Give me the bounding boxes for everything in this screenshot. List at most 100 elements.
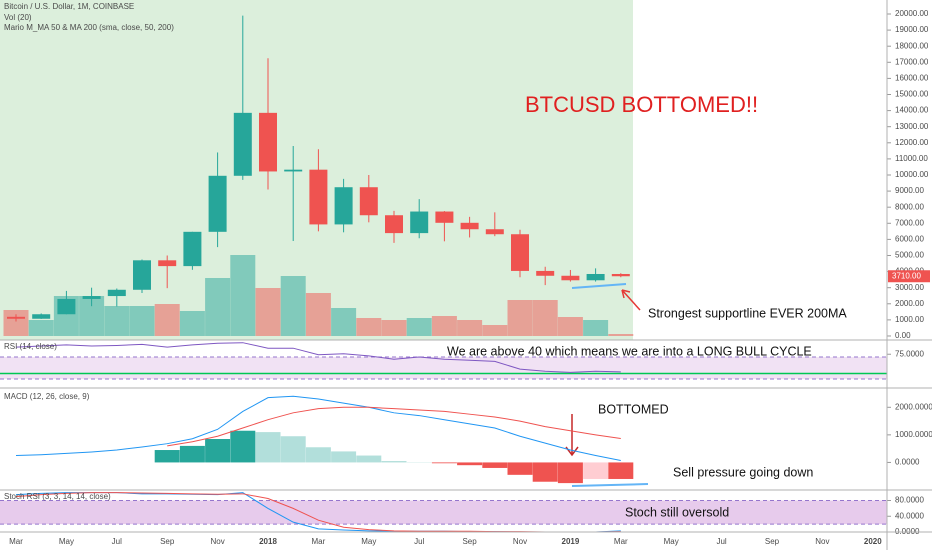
candle-body: [485, 229, 504, 235]
histogram-bar: [205, 439, 231, 463]
annotation: BTCUSD BOTTOMED!!: [525, 92, 758, 117]
annotation: BOTTOMED: [598, 402, 669, 416]
volume-bar: [431, 316, 457, 336]
pane-title: RSI (14, close): [4, 342, 57, 351]
candle-body: [611, 273, 630, 277]
volume-bar: [154, 304, 180, 336]
volume-bar: [104, 306, 130, 336]
candle-body: [410, 211, 429, 234]
volume-bar: [482, 325, 508, 336]
y-tick-label: 20000.00: [895, 9, 929, 18]
band: [0, 500, 887, 525]
band: [0, 356, 887, 379]
x-tick-label: Nov: [815, 537, 829, 546]
volume-bar: [583, 320, 609, 336]
y-tick-label: 14000.00: [895, 106, 929, 115]
candle-body: [133, 260, 151, 290]
annotation: Sell pressure going down: [673, 465, 813, 479]
y-tick-label: 1000.00: [895, 315, 924, 324]
volume-bar: [305, 293, 331, 336]
candle-body: [32, 314, 51, 319]
y-tick-label: 75.0000: [895, 349, 924, 358]
histogram-bar: [331, 451, 357, 463]
x-tick-label: Mar: [9, 537, 23, 546]
histogram-bar: [356, 455, 382, 463]
y-tick-label: 12000.00: [895, 138, 929, 147]
y-tick-label: 17000.00: [895, 57, 929, 66]
volume-bar: [457, 320, 483, 336]
pane-title: MACD (12, 26, close, 9): [4, 392, 90, 401]
x-tick-label: 2018: [259, 537, 277, 546]
pane-title: Stoch RSI (3, 3, 14, 14, close): [4, 492, 111, 501]
volume-bar: [205, 278, 231, 336]
y-tick-label: 3000.00: [895, 283, 924, 292]
x-tick-label: May: [361, 537, 376, 546]
y-tick-label: 16000.00: [895, 74, 929, 83]
volume-bar: [230, 255, 256, 336]
candle-body: [259, 112, 277, 172]
candle-body: [233, 112, 252, 176]
price-tag-label: 3710.00: [892, 271, 921, 280]
histogram-bar: [280, 436, 306, 463]
candle-body: [158, 260, 177, 267]
histogram-bar: [154, 450, 180, 463]
volume-bar: [381, 320, 407, 336]
volume-bar: [179, 311, 205, 336]
x-tick-label: May: [664, 537, 679, 546]
x-tick-label: Nov: [210, 537, 224, 546]
signal-line: [167, 406, 621, 447]
candle-body: [284, 169, 303, 172]
candle-body: [385, 215, 403, 234]
candle-body: [460, 222, 479, 230]
volume-bar: [28, 320, 54, 336]
y-tick-label: 19000.00: [895, 25, 929, 34]
volume-bar: [356, 318, 382, 336]
volume-bar: [3, 310, 29, 336]
y-tick-label: 8000.00: [895, 202, 924, 211]
y-tick-label: 13000.00: [895, 122, 929, 131]
annotation: Stoch still oversold: [625, 505, 729, 519]
volume-bar: [255, 288, 281, 336]
histogram-bar: [608, 462, 634, 479]
volume-bar: [331, 308, 357, 336]
histogram-bar: [255, 432, 281, 463]
y-tick-label: 1000.0000: [895, 430, 932, 439]
volume-bar: [532, 300, 558, 336]
histogram-bar: [457, 462, 483, 466]
x-tick-label: 2019: [562, 537, 580, 546]
x-tick-label: Nov: [513, 537, 527, 546]
x-tick-label: May: [59, 537, 74, 546]
candle-body: [309, 169, 328, 225]
volume-bar: [608, 334, 634, 336]
candle-body: [7, 316, 25, 319]
y-tick-label: 9000.00: [895, 186, 924, 195]
subtitle: Vol (20): [4, 13, 32, 22]
y-tick-label: 0.00: [895, 331, 911, 340]
candle-body: [208, 175, 227, 232]
x-tick-label: Mar: [614, 537, 628, 546]
histogram-bar: [482, 462, 508, 468]
y-tick-label: 80.0000: [895, 496, 924, 505]
candle-body: [334, 187, 353, 225]
y-tick-label: 2000.00: [895, 299, 924, 308]
annotation: We are above 40 which means we are into …: [447, 344, 812, 358]
y-tick-label: 11000.00: [895, 154, 928, 163]
annotation: Strongest supportline EVER 200MA: [648, 306, 847, 320]
histogram-bar: [431, 462, 457, 464]
histogram-bar: [557, 462, 583, 484]
x-tick-label: Sep: [160, 537, 175, 546]
candle-body: [107, 289, 126, 297]
y-tick-label: 10000.00: [895, 170, 929, 179]
x-tick-label: 2020: [864, 537, 882, 546]
y-tick-label: 7000.00: [895, 218, 924, 227]
histogram-bar: [532, 462, 558, 482]
histogram-bar: [583, 462, 609, 479]
candle-body: [183, 231, 202, 267]
histogram-bar: [381, 461, 407, 463]
candle-body: [561, 275, 580, 281]
histogram-bar: [230, 430, 256, 463]
y-tick-label: 15000.00: [895, 90, 929, 99]
volume-bar: [129, 306, 155, 336]
histogram-bar: [507, 462, 533, 475]
